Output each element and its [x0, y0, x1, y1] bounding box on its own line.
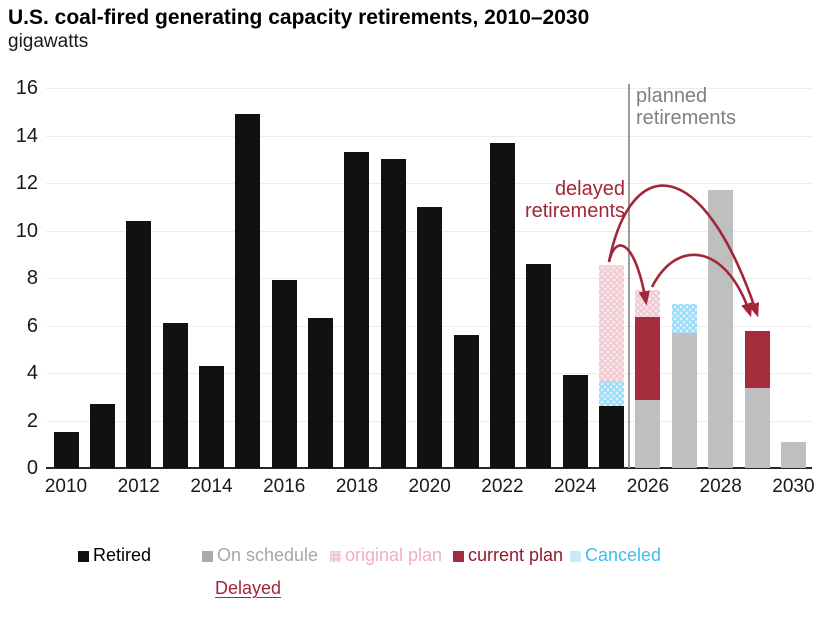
bar-2025-canceled [599, 381, 625, 407]
delayed-label-line2: retirements [524, 200, 625, 222]
bar-2025-retired [599, 406, 625, 468]
bar-2013-retired [162, 323, 188, 468]
bar-2028-on_schedule [708, 190, 734, 468]
bar-2015-retired [235, 114, 261, 468]
legend-label-canceled: Canceled [585, 545, 662, 565]
legend-item-current-plan: current plan [453, 545, 563, 565]
bar-2011-retired [89, 403, 115, 468]
y-tick-label-6: 6 [26, 314, 38, 337]
y-tick-label-0: 0 [26, 457, 38, 479]
legend-label-original-plan: original plan [345, 545, 443, 565]
legend-label-retired: Retired [93, 545, 152, 565]
x-tick-label-2014: 2014 [190, 476, 233, 497]
x-tick-label-2022: 2022 [481, 476, 524, 497]
x-tick-label-2020: 2020 [408, 476, 451, 497]
x-tick-label-2026: 2026 [626, 476, 670, 497]
bar-2026-on_schedule [635, 400, 661, 468]
x-tick-label-2024: 2024 [554, 476, 597, 497]
x-tick-label-2018: 2018 [335, 476, 379, 497]
planned-separator-line [628, 84, 630, 468]
bar-2010-retired [53, 432, 79, 468]
gridline-16 [46, 88, 812, 89]
canceled-swatch-icon [570, 551, 581, 562]
gridline-12 [46, 183, 812, 184]
original-plan-swatch-icon [330, 551, 341, 562]
legend-label-on-schedule: On schedule [217, 545, 319, 565]
bar-2027-on_schedule [671, 332, 697, 468]
bar-2014-retired [198, 365, 224, 468]
x-tick-label-2016: 2016 [263, 476, 306, 497]
current-plan-swatch-icon [453, 551, 464, 562]
chart-subtitle: gigawatts [8, 31, 89, 52]
bar-2016-retired [271, 280, 297, 468]
arrow-2026-to-2029 [650, 253, 753, 318]
x-tick-label-2012: 2012 [117, 476, 160, 497]
y-tick-label-2: 2 [26, 409, 38, 432]
bar-2020-retired [417, 206, 443, 468]
planned-label-line2: retirements [636, 107, 737, 129]
x-tick-label-2030: 2030 [772, 476, 815, 497]
y-tick-label-10: 10 [15, 219, 38, 242]
bar-2018-retired [344, 152, 370, 468]
arrow-2025-to-2029 [607, 184, 760, 318]
x-tick-label-2010: 2010 [44, 476, 88, 497]
bar-2026-current_plan [635, 317, 661, 401]
bar-2012-retired [126, 221, 152, 468]
bar-2023-retired [526, 263, 552, 468]
x-axis-line [46, 467, 812, 469]
delayed-label-line1: delayed [554, 178, 625, 200]
planned-retirements-label: planned retirements [636, 85, 736, 129]
bar-2022-retired [489, 142, 515, 468]
gridline-14 [46, 135, 812, 137]
retired-swatch-icon [78, 551, 89, 562]
bar-2017-retired [308, 318, 334, 468]
planned-label-line1: planned [636, 85, 708, 107]
bar-2027-canceled [671, 304, 697, 333]
legend-item-on-schedule: On schedule [202, 545, 318, 565]
y-tick-label-4: 4 [26, 362, 38, 384]
legend-item-retired: Retired [78, 545, 151, 565]
bar-2021-retired [453, 335, 479, 468]
on-schedule-swatch-icon [202, 551, 213, 562]
y-tick-label-8: 8 [26, 267, 38, 289]
legend-item-delayed: Delayed [215, 578, 282, 598]
bar-2024-retired [562, 375, 588, 468]
y-tick-label-12: 12 [15, 172, 38, 194]
bar-2029-on_schedule [744, 388, 770, 468]
legend-label-current-plan: current plan [468, 545, 564, 565]
x-tick-label-2028: 2028 [699, 476, 742, 497]
legend-item-original-plan: original plan [330, 545, 442, 565]
legend-item-canceled: Canceled [570, 545, 661, 565]
y-tick-label-16: 16 [15, 77, 38, 99]
bar-2030-on_schedule [780, 441, 806, 468]
bar-2019-retired [380, 159, 406, 468]
y-tick-label-14: 14 [15, 124, 38, 147]
bar-2025-original_plan [599, 264, 625, 382]
arrow-2025-to-2026 [607, 244, 650, 306]
chart-title: U.S. coal-fired generating capacity reti… [8, 6, 590, 29]
bar-2029-current_plan [744, 331, 770, 389]
delayed-retirements-label: delayed retirements [470, 178, 625, 222]
